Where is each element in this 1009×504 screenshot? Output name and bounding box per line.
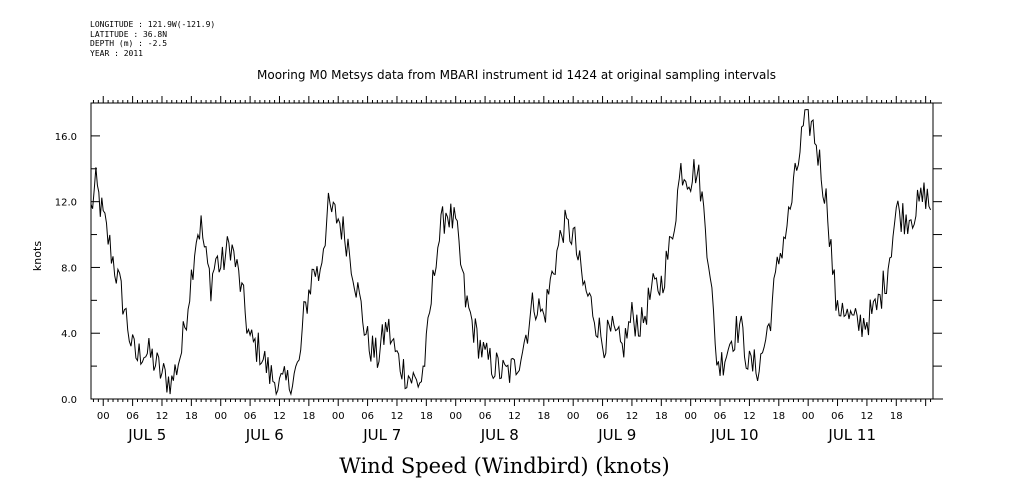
axes-layer: 0.0 4.0 8.0 12.0 16.0 00 06 12 18 JUL 5 00 06 12 18 JU… [55, 96, 943, 444]
hour-tick-label: 12 [861, 411, 874, 422]
longitude-label: LONGITUDE : 121.9W(-121.9) [90, 20, 216, 29]
hour-tick-label: 06 [479, 411, 492, 422]
hour-tick-label: 18 [655, 411, 668, 422]
hour-tick-label: 18 [772, 411, 785, 422]
y-tick-label: 0.0 [61, 395, 77, 406]
day-label: JUL 7 [362, 426, 401, 444]
hour-tick-label: 18 [302, 411, 315, 422]
x-axis-title: Wind Speed (Windbird) (knots) [339, 454, 670, 478]
hour-tick-label: 18 [185, 411, 198, 422]
hour-tick-label: 12 [273, 411, 286, 422]
hour-tick-label: 12 [743, 411, 756, 422]
latitude-label: LATITUDE : 36.8N [90, 29, 168, 39]
plot-frame [90, 102, 934, 400]
series-layer [90, 109, 932, 397]
day-label: JUL 9 [597, 426, 636, 444]
depth-label: DEPTH (m) : -2.5 [90, 39, 168, 48]
y-tick-label: 12.0 [55, 198, 77, 209]
hour-tick-label: 00 [214, 411, 227, 422]
hour-tick-label: 06 [361, 411, 374, 422]
hour-tick-label: 00 [332, 411, 345, 422]
y-axis-label: knots [31, 241, 44, 271]
y-tick-label: 4.0 [61, 329, 77, 340]
day-label: JUL 8 [480, 426, 519, 444]
hour-tick-label: 12 [391, 411, 404, 422]
hour-tick-label: 18 [420, 411, 433, 422]
hour-tick-label: 12 [626, 411, 639, 422]
day-label: JUL 5 [127, 426, 166, 444]
metadata-block: LONGITUDE : 121.9W(-121.9) LATITUDE : 36… [90, 20, 215, 58]
day-label: JUL 11 [827, 426, 876, 444]
hour-tick-label: 00 [567, 411, 580, 422]
hour-tick-label: 06 [126, 411, 139, 422]
hour-tick-label: 00 [802, 411, 815, 422]
hour-tick-label: 06 [831, 411, 844, 422]
hour-tick-label: 06 [596, 411, 609, 422]
day-label: JUL 10 [710, 426, 759, 444]
hour-tick-label: 06 [714, 411, 727, 422]
wind-speed-series-line [90, 109, 932, 397]
hour-tick-label: 12 [156, 411, 169, 422]
hour-tick-label: 00 [97, 411, 110, 422]
hour-tick-label: 06 [244, 411, 257, 422]
hour-tick-label: 18 [537, 411, 550, 422]
day-label: JUL 6 [245, 426, 284, 444]
hour-tick-label: 00 [684, 411, 697, 422]
hour-tick-label: 18 [890, 411, 903, 422]
year-label: YEAR : 2011 [90, 48, 143, 58]
hour-tick-label: 00 [449, 411, 462, 422]
y-tick-label: 8.0 [61, 263, 77, 274]
y-tick-label: 16.0 [55, 132, 77, 143]
hour-tick-label: 12 [508, 411, 521, 422]
chart-title: Mooring M0 Metsys data from MBARI instru… [257, 68, 776, 82]
